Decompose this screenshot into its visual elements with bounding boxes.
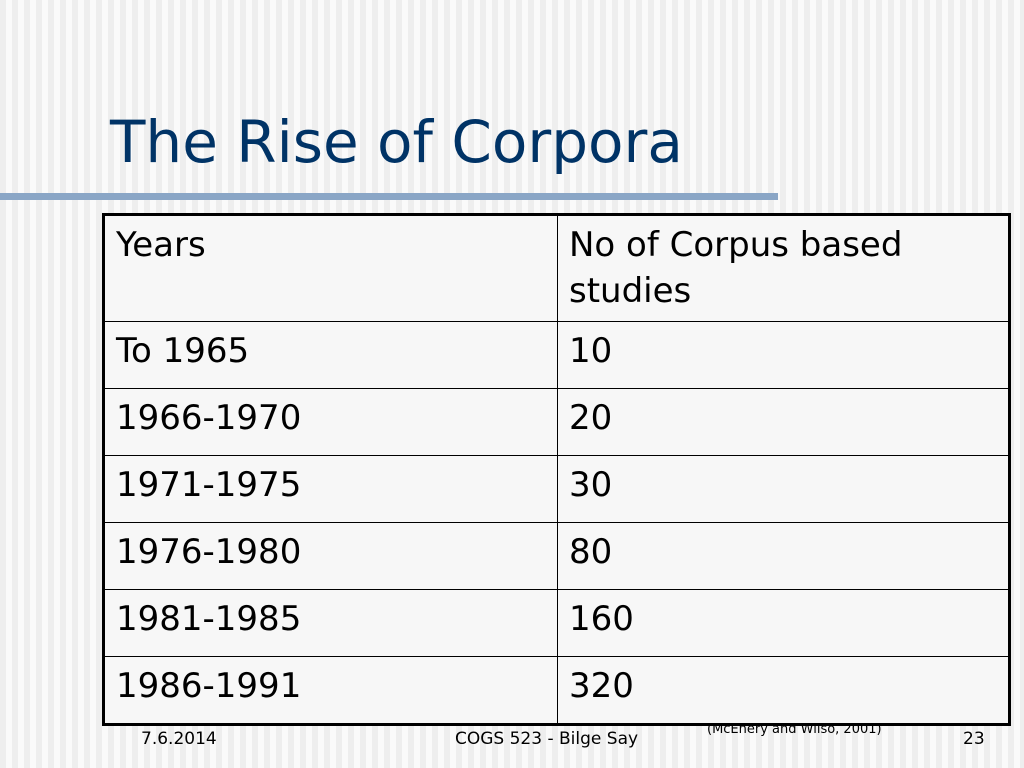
header-count: No of Corpus based studies: [557, 214, 1010, 322]
cell-count: 30: [557, 455, 1010, 523]
cell-years: 1971-1975: [103, 455, 558, 523]
title-underline: [0, 193, 778, 200]
cell-count: 80: [557, 522, 1010, 590]
corpus-studies-table: Years No of Corpus based studies To 1965…: [102, 213, 1011, 726]
cell-count: 160: [557, 589, 1010, 657]
table-row: 1986-1991 320: [103, 656, 1010, 725]
table-row: To 1965 10: [103, 321, 1010, 389]
cell-years: 1981-1985: [103, 589, 558, 657]
cell-years: 1986-1991: [103, 656, 558, 725]
citation: (McEnery and Wilso, 2001): [707, 722, 882, 737]
table-row: 1966-1970 20: [103, 388, 1010, 456]
table-row: 1976-1980 80: [103, 522, 1010, 590]
cell-years: To 1965: [103, 321, 558, 389]
footer-course: COGS 523 - Bilge Say: [455, 729, 639, 749]
cell-count: 10: [557, 321, 1010, 389]
cell-count: 320: [557, 656, 1010, 725]
slide-title: The Rise of Corpora: [110, 108, 683, 176]
table-row: 1981-1985 160: [103, 589, 1010, 657]
cell-years: 1966-1970: [103, 388, 558, 456]
table-header-row: Years No of Corpus based studies: [103, 214, 1010, 322]
page-number: 23: [963, 729, 985, 749]
table-row: 1971-1975 30: [103, 455, 1010, 523]
header-years: Years: [103, 214, 558, 322]
cell-count: 20: [557, 388, 1010, 456]
footer-date: 7.6.2014: [141, 729, 217, 749]
cell-years: 1976-1980: [103, 522, 558, 590]
